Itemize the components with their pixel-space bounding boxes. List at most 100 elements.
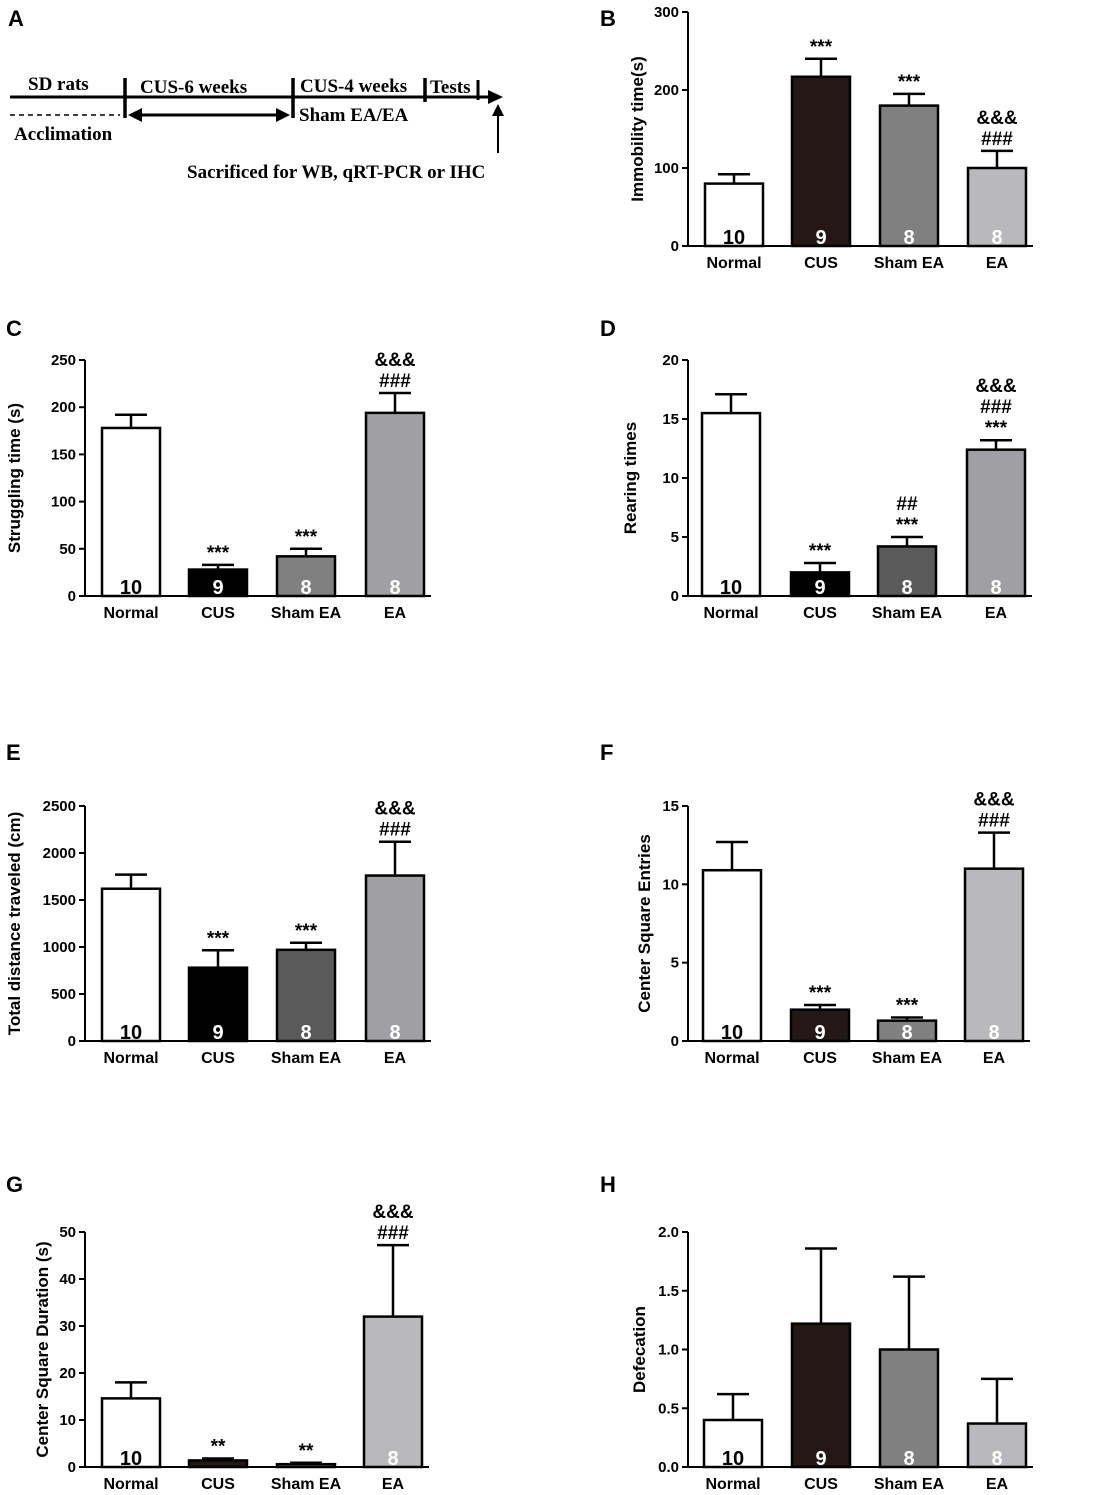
significance-marker: ### (981, 129, 1013, 150)
bar-ea (966, 166, 1028, 248)
significance-marker: &&& (973, 790, 1014, 811)
timeline-arrowhead (488, 90, 503, 104)
significance-marker: *** (896, 515, 919, 536)
y-tick-label: 200 (51, 399, 76, 416)
y-tick-label: 1.0 (658, 1342, 679, 1359)
sample-size-label: 10 (721, 1022, 743, 1044)
y-tick-label: 0.5 (658, 1400, 679, 1417)
y-tick-label: 5 (671, 955, 679, 972)
chart-panel-b: B 0 100 200 300 Immobility time(s) 10 Normal 9 CU… (600, 4, 1033, 272)
significance-marker: ### (980, 397, 1012, 418)
x-tick-label: CUS (201, 1476, 235, 1493)
y-tick-label: 150 (51, 446, 76, 463)
label-cus-6-weeks: CUS-6 weeks (140, 77, 247, 98)
bar-ea (965, 448, 1027, 598)
bar-cus (790, 75, 852, 248)
significance-marker: *** (985, 418, 1008, 439)
significance-marker: *** (809, 983, 832, 1004)
y-axis-label: Total distance traveled (cm) (5, 812, 24, 1036)
x-tick-label: Sham EA (874, 1476, 945, 1493)
x-tick-label: Sham EA (874, 255, 945, 272)
bar-normal (701, 868, 763, 1043)
x-tick-label: Sham EA (271, 605, 342, 622)
bar-sham-ea (876, 1019, 938, 1043)
y-tick-label: 1.5 (658, 1283, 679, 1300)
bar-normal (100, 426, 162, 598)
significance-marker: *** (207, 928, 230, 949)
panel-label-h: H (600, 1172, 616, 1197)
x-tick-label: EA (986, 255, 1009, 272)
sample-size-label: 10 (120, 1448, 142, 1470)
significance-marker: &&& (975, 376, 1016, 397)
y-tick-label: 250 (51, 352, 76, 369)
label-cus-4-weeks: CUS-4 weeks (300, 76, 407, 97)
chart-panel-d: D 0 5 10 15 20 Rearing times 10 Normal 9 CUS *** 8 Sh… (600, 316, 1032, 622)
significance-marker: ## (896, 494, 918, 515)
y-tick-label: 0 (68, 588, 76, 605)
sacrifice-arrowhead (492, 104, 504, 116)
sample-size-label: 10 (723, 227, 745, 249)
y-tick-label: 20 (59, 1365, 76, 1382)
x-tick-label: CUS (803, 1050, 837, 1067)
x-tick-label: Normal (103, 1476, 158, 1493)
y-tick-label: 2500 (43, 798, 76, 815)
y-tick-label: 20 (662, 352, 679, 369)
y-tick-label: 0 (68, 1033, 76, 1050)
sample-size-label: 8 (300, 577, 311, 599)
bar-cus (789, 571, 851, 598)
significance-marker: ** (299, 1441, 314, 1462)
significance-marker: *** (810, 37, 833, 58)
sample-size-label: 8 (991, 227, 1002, 249)
y-tick-label: 500 (51, 986, 76, 1003)
significance-marker: *** (898, 72, 921, 93)
timeline-panel: A SD rats Acclimation CUS-6 weeks CUS-4 … (8, 6, 504, 183)
y-tick-label: 50 (59, 541, 76, 558)
cus6-arrow-right (276, 108, 290, 122)
sample-size-label: 8 (901, 577, 912, 599)
y-tick-label: 0 (671, 238, 679, 255)
y-tick-label: 2.0 (658, 1224, 679, 1241)
x-tick-label: Sham EA (872, 1050, 943, 1067)
sample-size-label: 8 (903, 227, 914, 249)
significance-marker: &&& (374, 799, 415, 820)
bar-ea (966, 1422, 1028, 1469)
significance-marker: *** (295, 921, 318, 942)
x-tick-label: CUS (201, 1050, 235, 1067)
x-tick-label: CUS (804, 255, 838, 272)
sample-size-label: 8 (387, 1448, 398, 1470)
significance-marker: ### (377, 1223, 409, 1244)
bar-ea (364, 411, 426, 598)
panel-label-e: E (6, 740, 21, 765)
y-tick-label: 0.0 (658, 1459, 679, 1476)
cus6-arrow-left (128, 108, 142, 122)
y-tick-label: 300 (654, 4, 679, 21)
bar-ea (963, 867, 1025, 1043)
y-axis-label: Immobility time(s) (628, 56, 647, 201)
y-tick-label: 0 (68, 1459, 76, 1476)
y-tick-label: 1000 (43, 939, 76, 956)
y-tick-label: 5 (671, 529, 679, 546)
sample-size-label: 10 (722, 1448, 744, 1470)
chart-panel-f: F 0 5 10 15 Center Square Entries 10 Normal 9 CUS… (600, 740, 1030, 1067)
y-tick-label: 10 (59, 1412, 76, 1429)
chart-panel-e: E 0 500 1000 1500 2000 2500 Total distance trav… (5, 740, 431, 1067)
sample-size-label: 9 (815, 227, 826, 249)
x-tick-label: Sham EA (872, 605, 943, 622)
x-tick-label: EA (382, 1476, 405, 1493)
y-axis-label: Struggling time (s) (5, 403, 24, 553)
sample-size-label: 8 (903, 1448, 914, 1470)
bar-sham-ea (878, 1348, 940, 1469)
sample-size-label: 10 (120, 577, 142, 599)
panel-label-b: B (600, 6, 616, 31)
y-tick-label: 10 (662, 876, 679, 893)
significance-marker: *** (896, 996, 919, 1017)
bar-sham-ea (878, 104, 940, 248)
x-tick-label: EA (983, 1050, 1006, 1067)
bar-normal (702, 1418, 764, 1469)
sample-size-label: 8 (389, 577, 400, 599)
sample-size-label: 9 (814, 577, 825, 599)
bar-sham-ea (275, 555, 337, 598)
significance-marker: *** (809, 541, 832, 562)
x-tick-label: Normal (706, 255, 761, 272)
panel-label-a: A (8, 6, 24, 31)
